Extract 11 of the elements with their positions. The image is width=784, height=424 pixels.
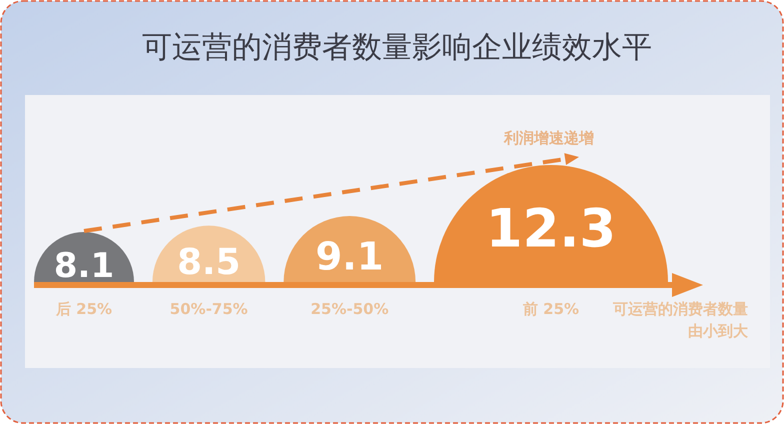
data-label: 8.5 <box>177 242 241 283</box>
text: 可运营的消费者数量由小到大 <box>612 300 749 340</box>
category-label: 前 25% <box>522 300 580 318</box>
category-label: 50%-75% <box>170 300 248 318</box>
data-label: 9.1 <box>316 234 384 280</box>
category-label: 25%-50% <box>310 300 389 318</box>
data-label: 8.1 <box>54 246 114 286</box>
category-label: 后 25% <box>54 300 112 318</box>
text: 可运营的消费者数量影响企业绩效水平 <box>142 30 652 65</box>
data-label: 12.3 <box>486 198 616 260</box>
text: 利润增速递增 <box>503 129 594 147</box>
